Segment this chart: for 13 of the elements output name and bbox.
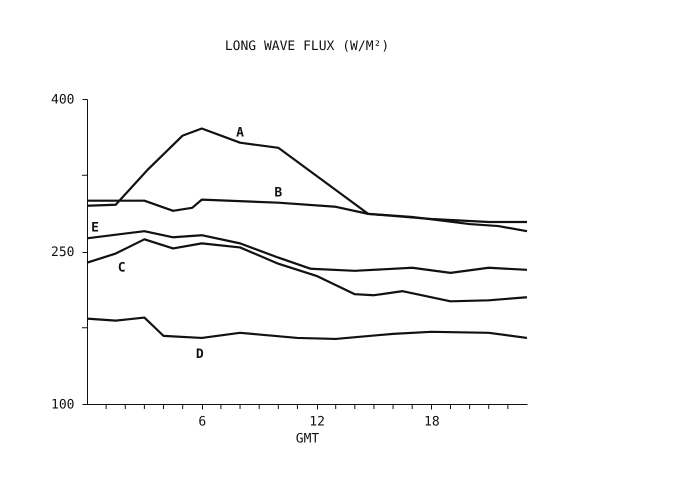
series-label: E	[91, 220, 99, 236]
series-label: C	[118, 260, 126, 276]
y-tick-label: 250	[51, 245, 74, 260]
y-tick-label: 100	[51, 398, 74, 412]
series-label: D	[196, 346, 204, 362]
x-tick-label: 18	[424, 414, 440, 430]
x-tick-label: 6	[198, 414, 206, 430]
x-tick-label: 12	[309, 414, 325, 430]
x-axis-title: GMT	[296, 432, 320, 446]
series-label: B	[274, 186, 282, 201]
y-tick-label: 400	[51, 92, 74, 108]
chart-title: LONG WAVE FLUX (W/M²)	[224, 39, 390, 54]
series-label: A	[236, 126, 244, 141]
